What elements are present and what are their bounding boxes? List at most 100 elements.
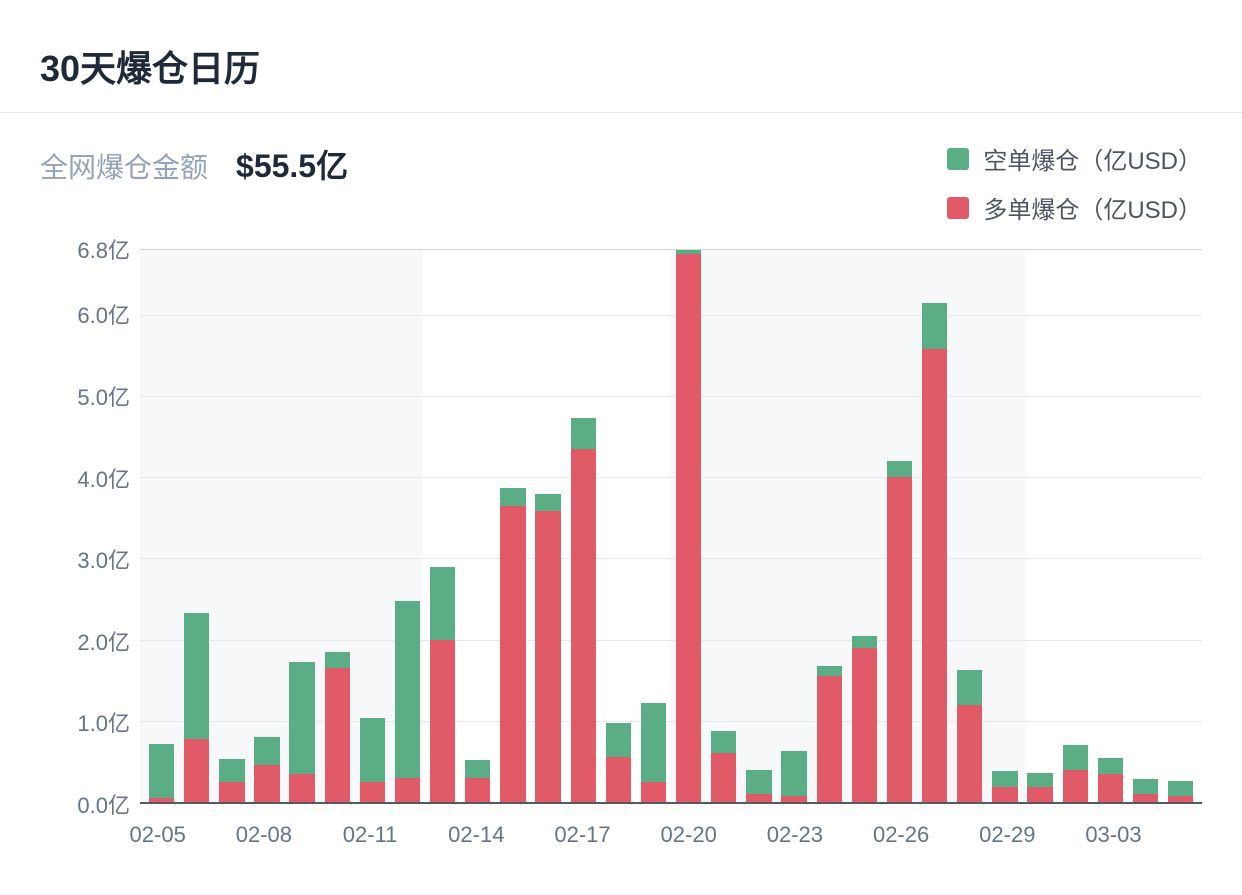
x-axis-label: 02-08 bbox=[236, 822, 292, 848]
bar-segment-short bbox=[606, 723, 631, 757]
x-axis-label: 02-29 bbox=[979, 822, 1035, 848]
bar-segment-short bbox=[571, 418, 596, 449]
bar-column bbox=[214, 250, 249, 802]
bar[interactable] bbox=[500, 488, 525, 802]
bar[interactable] bbox=[711, 731, 736, 802]
bar[interactable] bbox=[184, 613, 209, 802]
bar-segment-long bbox=[957, 705, 982, 802]
subheader: 全网爆仓金额 $55.5亿 空单爆仓（亿USD） 多单爆仓（亿USD） bbox=[0, 113, 1242, 225]
bar-column bbox=[425, 250, 460, 802]
bar-column bbox=[179, 250, 214, 802]
bar[interactable] bbox=[746, 770, 771, 802]
bar-segment-short bbox=[219, 759, 244, 782]
bar[interactable] bbox=[360, 718, 385, 802]
bar[interactable] bbox=[606, 723, 631, 802]
bars bbox=[140, 250, 1202, 802]
bar[interactable] bbox=[395, 601, 420, 802]
bar[interactable] bbox=[1063, 745, 1088, 802]
bar-segment-short bbox=[781, 751, 806, 796]
bar-segment-long bbox=[1063, 770, 1088, 802]
bar-segment-short bbox=[957, 670, 982, 705]
bar-segment-short bbox=[887, 461, 912, 477]
chart-plot bbox=[140, 249, 1202, 804]
bar[interactable] bbox=[887, 461, 912, 802]
bar[interactable] bbox=[535, 494, 560, 802]
bar-segment-short bbox=[746, 770, 771, 794]
legend-label-short: 空单爆仓（亿USD） bbox=[983, 141, 1202, 176]
bar-segment-short bbox=[1027, 773, 1052, 788]
bar-segment-short bbox=[1063, 745, 1088, 769]
bar-column bbox=[987, 250, 1022, 802]
bar[interactable] bbox=[957, 670, 982, 802]
bar[interactable] bbox=[1098, 758, 1123, 802]
x-axis-label: 02-05 bbox=[130, 822, 186, 848]
legend-label-long: 多单爆仓（亿USD） bbox=[983, 190, 1202, 225]
bar-column bbox=[812, 250, 847, 802]
legend: 空单爆仓（亿USD） 多单爆仓（亿USD） bbox=[947, 141, 1202, 225]
bar-column bbox=[882, 250, 917, 802]
bar[interactable] bbox=[992, 771, 1017, 802]
bar-segment-short bbox=[184, 613, 209, 739]
x-axis-label: 02-20 bbox=[661, 822, 717, 848]
bar-column bbox=[1023, 250, 1058, 802]
header: 30天爆仓日历 bbox=[0, 0, 1242, 113]
bar-segment-short bbox=[922, 303, 947, 349]
bar[interactable] bbox=[676, 250, 701, 802]
bar-column bbox=[1093, 250, 1128, 802]
bar[interactable] bbox=[149, 744, 174, 802]
bar-segment-long bbox=[1168, 796, 1193, 802]
bar-segment-long bbox=[781, 796, 806, 802]
bar[interactable] bbox=[289, 662, 314, 802]
bar[interactable] bbox=[465, 760, 490, 802]
bar-segment-short bbox=[641, 703, 666, 782]
bar-column bbox=[706, 250, 741, 802]
bar-segment-short bbox=[149, 744, 174, 798]
bar-column bbox=[285, 250, 320, 802]
bar[interactable] bbox=[922, 303, 947, 802]
y-axis-label: 1.0亿 bbox=[40, 706, 130, 738]
x-axis-label: 02-14 bbox=[448, 822, 504, 848]
bar-segment-long bbox=[676, 254, 701, 802]
bar-segment-short bbox=[465, 760, 490, 778]
bar-segment-short bbox=[1133, 779, 1158, 794]
bar[interactable] bbox=[430, 567, 455, 802]
x-axis-label: 02-17 bbox=[554, 822, 610, 848]
bar-segment-short bbox=[254, 737, 279, 765]
bar[interactable] bbox=[852, 636, 877, 802]
bar-segment-long bbox=[254, 765, 279, 802]
bar-segment-long bbox=[746, 794, 771, 802]
bar[interactable] bbox=[254, 737, 279, 802]
bar[interactable] bbox=[1168, 781, 1193, 802]
y-axis-label: 2.0亿 bbox=[40, 625, 130, 657]
bar-segment-short bbox=[1168, 781, 1193, 796]
bar-column bbox=[741, 250, 776, 802]
y-axis-label: 3.0亿 bbox=[40, 543, 130, 575]
total-label: 全网爆仓金额 bbox=[40, 146, 208, 186]
bar-segment-short bbox=[817, 666, 842, 676]
bar-segment-short bbox=[325, 652, 350, 668]
bar-segment-long bbox=[852, 648, 877, 802]
bar[interactable] bbox=[781, 751, 806, 802]
bar[interactable] bbox=[325, 652, 350, 802]
y-axis-label: 6.0亿 bbox=[40, 298, 130, 330]
bar[interactable] bbox=[571, 418, 596, 802]
bar-segment-short bbox=[711, 731, 736, 753]
legend-swatch-short bbox=[947, 148, 969, 170]
bar-segment-long bbox=[817, 676, 842, 802]
bar-column bbox=[320, 250, 355, 802]
bar[interactable] bbox=[219, 759, 244, 802]
bar-segment-short bbox=[1098, 758, 1123, 773]
bar-segment-long bbox=[289, 774, 314, 802]
bar[interactable] bbox=[817, 666, 842, 802]
bar[interactable] bbox=[1027, 773, 1052, 802]
bar-column bbox=[847, 250, 882, 802]
bar[interactable] bbox=[641, 703, 666, 802]
x-axis-labels: 02-0502-0802-1102-1402-1702-2002-2302-26… bbox=[140, 804, 1202, 859]
bar-column bbox=[1058, 250, 1093, 802]
legend-item-short: 空单爆仓（亿USD） bbox=[947, 141, 1202, 176]
x-axis-label: 02-23 bbox=[767, 822, 823, 848]
bar-column bbox=[777, 250, 812, 802]
bar-segment-long bbox=[887, 477, 912, 802]
bar-segment-long bbox=[606, 757, 631, 802]
bar[interactable] bbox=[1133, 779, 1158, 802]
